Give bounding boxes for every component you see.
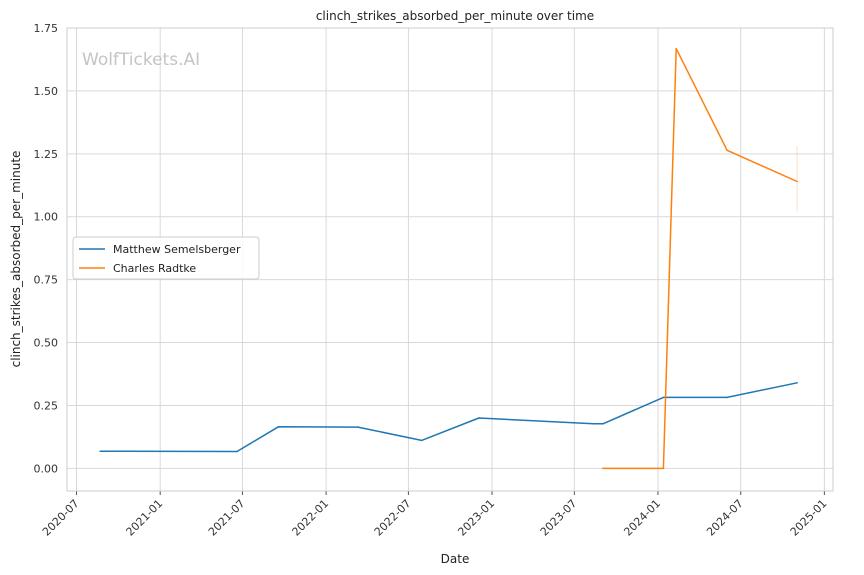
x-axis-label: Date (441, 552, 470, 566)
data-point-matthew-semelsberger (602, 423, 604, 425)
y-tick-label: 0.75 (34, 274, 59, 287)
data-point-charles-radtke (726, 149, 728, 152)
legend: Matthew Semelsberger Charles Radtke (72, 236, 260, 280)
y-axis-label: clinch_strikes_absorbed_per_minute (9, 151, 23, 368)
data-point-matthew-semelsberger (662, 396, 665, 399)
legend-box (72, 236, 260, 280)
data-point-matthew-semelsberger (478, 417, 480, 419)
data-point-matthew-semelsberger (357, 426, 359, 428)
data-point-matthew-semelsberger (726, 396, 728, 399)
data-point-matthew-semelsberger (592, 423, 595, 425)
y-tick-label: 1.00 (34, 211, 59, 224)
data-point-matthew-semelsberger (99, 450, 101, 453)
y-tick-label: 1.50 (34, 85, 59, 98)
y-tick-label: 0.50 (34, 337, 59, 350)
legend-label-matthew-semelsberger: Matthew Semelsberger (113, 243, 241, 256)
data-point-charles-radtke (675, 47, 677, 50)
y-tick-label: 1.25 (34, 148, 59, 161)
data-point-charles-radtke (796, 180, 798, 183)
data-point-charles-radtke (662, 467, 665, 470)
chart-title: clinch_strikes_absorbed_per_minute over … (316, 9, 594, 23)
y-tick-label: 1.75 (34, 22, 59, 35)
data-point-matthew-semelsberger (277, 426, 280, 428)
data-point-matthew-semelsberger (796, 381, 798, 384)
y-tick-label: 0.25 (34, 399, 59, 412)
data-point-matthew-semelsberger (420, 439, 423, 442)
y-tick-label: 0.00 (34, 462, 59, 475)
watermark: WolfTickets.AI (82, 50, 200, 70)
data-point-charles-radtke (602, 467, 604, 470)
series-lines (99, 47, 798, 470)
data-point-matthew-semelsberger (236, 450, 238, 453)
legend-label-charles-radtke: Charles Radtke (113, 262, 196, 275)
plot-frame (66, 27, 834, 492)
